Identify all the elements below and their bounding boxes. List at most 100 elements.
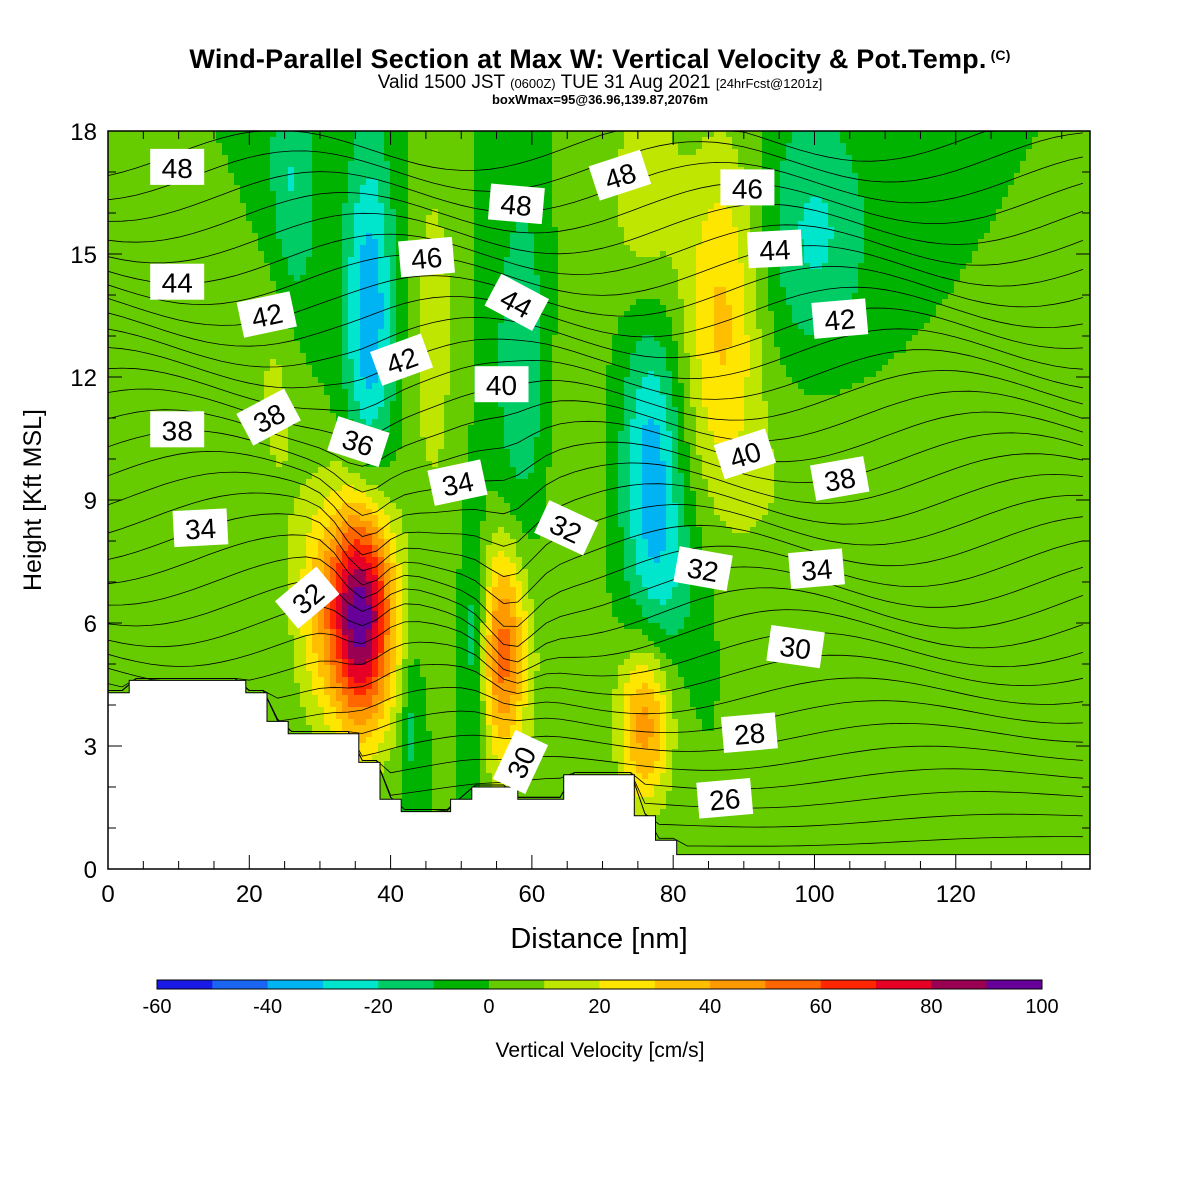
vv-cell (180, 143, 187, 150)
vv-cell (120, 323, 127, 330)
vv-cell (180, 395, 187, 402)
vv-cell (114, 569, 121, 576)
vv-cell (270, 191, 277, 198)
vv-cell (144, 473, 151, 480)
vv-cell (150, 359, 157, 366)
vv-cell (270, 389, 277, 396)
vv-cell (168, 569, 175, 576)
vv-cell (144, 449, 151, 456)
vv-cell (282, 227, 289, 234)
vv-cell (252, 473, 259, 480)
vv-cell (234, 665, 241, 672)
vv-cell (246, 581, 253, 588)
vv-cell (288, 713, 295, 720)
vv-cell (198, 473, 205, 480)
vv-cell (312, 665, 319, 672)
vv-cell (240, 665, 247, 672)
vv-cell (138, 491, 145, 498)
vv-cell (336, 239, 343, 246)
vv-cell (168, 251, 175, 258)
vv-cell (192, 665, 199, 672)
vv-cell (222, 281, 229, 288)
vv-cell (300, 551, 307, 558)
vv-cell (156, 629, 163, 636)
vv-cell (144, 323, 151, 330)
vv-cell (150, 467, 157, 474)
vv-cell (258, 575, 265, 582)
vv-cell (150, 581, 157, 588)
vv-cell (228, 311, 235, 318)
vv-cell (108, 233, 115, 240)
vv-cell (330, 557, 337, 564)
vv-cell (132, 353, 139, 360)
vv-cell (300, 299, 307, 306)
vv-cell (312, 683, 319, 690)
vv-cell (210, 245, 217, 252)
vv-cell (306, 569, 313, 576)
vv-cell (204, 167, 211, 174)
vv-cell (264, 569, 271, 576)
vv-cell (294, 503, 301, 510)
vv-cell (174, 191, 181, 198)
vv-cell (258, 227, 265, 234)
vv-cell (348, 485, 355, 492)
vv-cell (138, 173, 145, 180)
vv-cell (114, 329, 121, 336)
vv-cell (180, 383, 187, 390)
vv-cell (162, 635, 169, 642)
vv-cell (342, 311, 349, 318)
vv-cell (270, 335, 277, 342)
vv-cell (264, 185, 271, 192)
vv-cell (264, 461, 271, 468)
vv-cell (210, 437, 217, 444)
vv-cell (216, 455, 223, 462)
vv-cell (294, 641, 301, 648)
vv-cell (348, 521, 355, 528)
vv-cell (330, 653, 337, 660)
vv-cell (108, 257, 115, 264)
vv-cell (294, 629, 301, 636)
vv-cell (108, 587, 115, 594)
vv-cell (342, 335, 349, 342)
vv-cell (198, 257, 205, 264)
vv-cell (282, 479, 289, 486)
vv-cell (258, 137, 265, 144)
vv-cell (186, 659, 193, 666)
vv-cell (216, 263, 223, 270)
vv-cell (132, 287, 139, 294)
vv-cell (294, 395, 301, 402)
vv-cell (294, 473, 301, 480)
vv-cell (210, 503, 217, 510)
vv-cell (126, 533, 133, 540)
vv-cell (204, 665, 211, 672)
vv-cell (210, 491, 217, 498)
vv-cell (348, 233, 355, 240)
vv-cell (240, 635, 247, 642)
vv-cell (300, 629, 307, 636)
vv-cell (174, 131, 181, 138)
vv-cell (138, 143, 145, 150)
vv-cell (168, 305, 175, 312)
vv-cell (348, 251, 355, 258)
vv-cell (288, 533, 295, 540)
vv-cell (342, 701, 349, 708)
vv-cell (180, 467, 187, 474)
vv-cell (120, 587, 127, 594)
vv-cell (246, 569, 253, 576)
vv-cell (216, 545, 223, 552)
vv-cell (342, 413, 349, 420)
vv-cell (144, 197, 151, 204)
vv-cell (162, 191, 169, 198)
vv-cell (342, 617, 349, 624)
vv-cell (114, 617, 121, 624)
vv-cell (300, 515, 307, 522)
vv-cell (126, 191, 133, 198)
vv-cell (162, 329, 169, 336)
vv-cell (108, 509, 115, 516)
vv-cell (270, 197, 277, 204)
vv-cell (330, 389, 337, 396)
vv-cell (168, 323, 175, 330)
vv-cell (222, 443, 229, 450)
vv-cell (288, 251, 295, 258)
vv-cell (162, 407, 169, 414)
